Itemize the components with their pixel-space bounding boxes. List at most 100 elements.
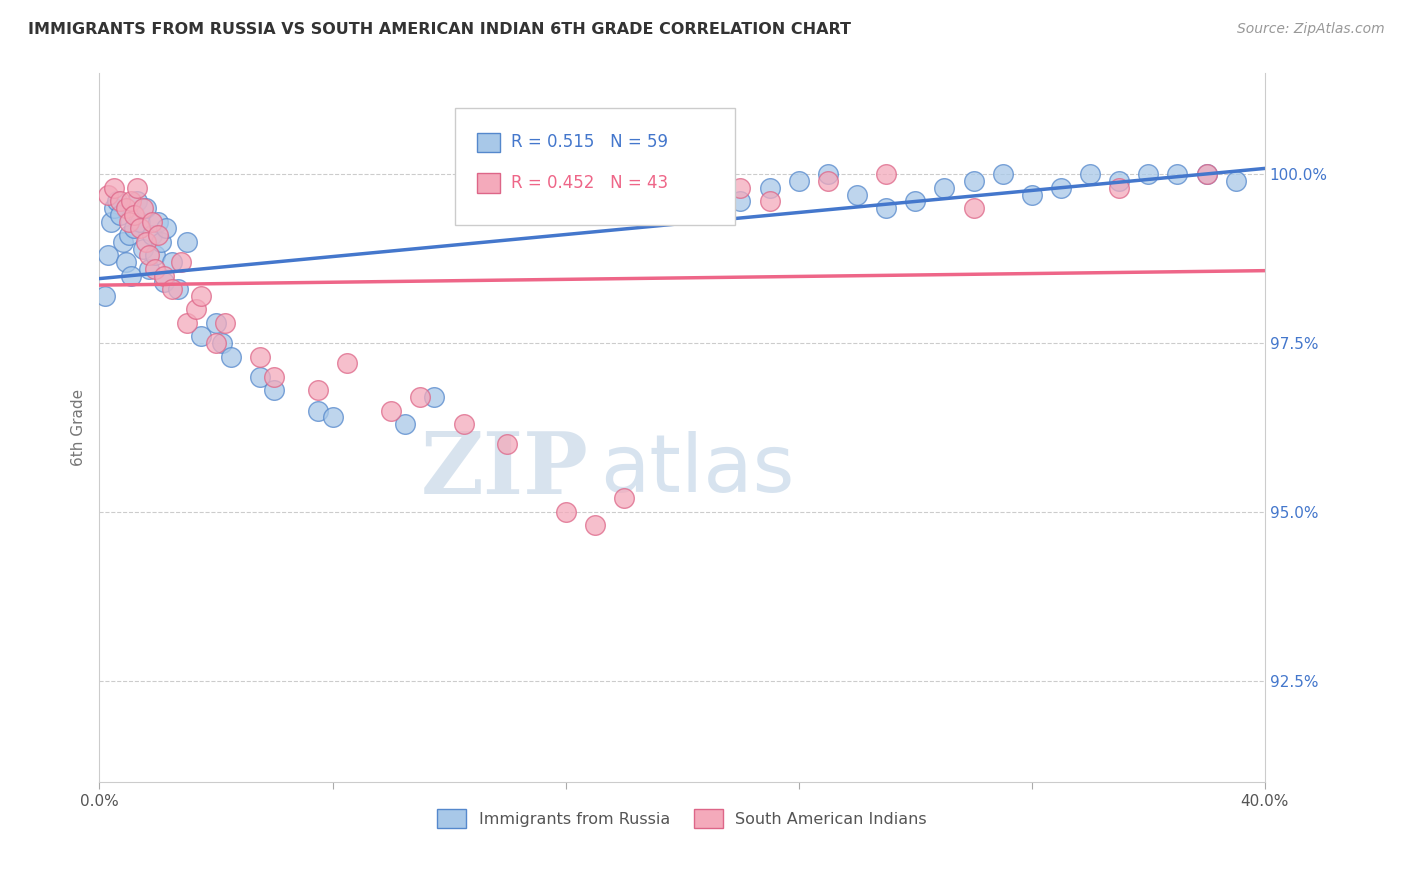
Point [117,228,139,243]
Point [149,235,172,249]
Point [1078,167,1101,181]
Point [671,201,693,215]
Point [205,336,228,351]
Point [307,403,329,417]
Point [380,403,402,417]
Point [94,289,117,303]
Point [846,187,869,202]
Point [322,410,344,425]
Point [108,194,131,209]
Point [114,255,136,269]
Point [1225,174,1247,188]
Point [111,235,134,249]
Point [155,221,177,235]
Point [394,417,416,431]
Point [176,316,198,330]
Point [307,384,329,398]
Point [875,167,897,181]
Point [671,187,693,202]
Point [336,356,359,370]
Point [162,282,184,296]
Point [263,369,285,384]
Point [787,174,810,188]
Point [135,235,157,249]
Point [758,194,780,209]
Point [569,194,592,209]
Point [103,201,125,215]
Point [1050,181,1073,195]
Point [129,214,152,228]
Point [121,194,143,209]
Point [904,194,927,209]
Point [613,174,636,188]
Point [146,228,169,243]
Point [1195,167,1218,181]
Text: R = 0.452   N = 43: R = 0.452 N = 43 [510,174,668,192]
Point [817,174,839,188]
Point [613,491,636,506]
Point [127,181,149,195]
Point [143,261,166,276]
Point [1108,174,1130,188]
Point [583,518,606,533]
Point [962,174,984,188]
Point [583,181,606,195]
Point [97,187,120,202]
Point [263,384,285,398]
Point [991,167,1014,181]
Point [143,248,166,262]
Point [124,208,146,222]
Point [184,302,207,317]
Point [249,369,271,384]
Point [1021,187,1043,202]
Point [205,316,228,330]
Point [453,417,475,431]
Text: Source: ZipAtlas.com: Source: ZipAtlas.com [1237,22,1385,37]
Point [211,336,233,351]
Point [1137,167,1160,181]
Text: atlas: atlas [600,431,794,509]
Point [117,214,139,228]
Text: IMMIGRANTS FROM RUSSIA VS SOUTH AMERICAN INDIAN 6TH GRADE CORRELATION CHART: IMMIGRANTS FROM RUSSIA VS SOUTH AMERICAN… [28,22,851,37]
Point [190,289,212,303]
Legend: Immigrants from Russia, South American Indians: Immigrants from Russia, South American I… [430,803,934,834]
Point [962,201,984,215]
Point [114,201,136,215]
Point [132,242,155,256]
Text: ZIP: ZIP [422,428,589,512]
Point [496,437,519,451]
Point [170,255,193,269]
Point [1166,167,1188,181]
Point [152,268,174,283]
Point [219,350,242,364]
Point [152,275,174,289]
Point [103,181,125,195]
Point [97,248,120,262]
Point [249,350,271,364]
Point [934,181,956,195]
Point [127,194,149,209]
Point [817,167,839,181]
Point [141,228,163,243]
FancyBboxPatch shape [456,109,734,226]
Point [132,201,155,215]
Point [162,255,184,269]
Point [554,505,576,519]
Point [121,268,143,283]
Y-axis label: 6th Grade: 6th Grade [72,389,86,466]
Point [190,329,212,343]
Point [100,214,122,228]
Point [214,316,236,330]
Point [641,201,664,215]
Point [700,208,723,222]
Point [135,201,157,215]
Point [146,214,169,228]
Text: R = 0.515   N = 59: R = 0.515 N = 59 [510,134,668,152]
Point [1108,181,1130,195]
Point [138,261,160,276]
Point [730,194,752,209]
Point [105,194,128,209]
Point [730,181,752,195]
Point [141,214,163,228]
FancyBboxPatch shape [477,133,501,153]
